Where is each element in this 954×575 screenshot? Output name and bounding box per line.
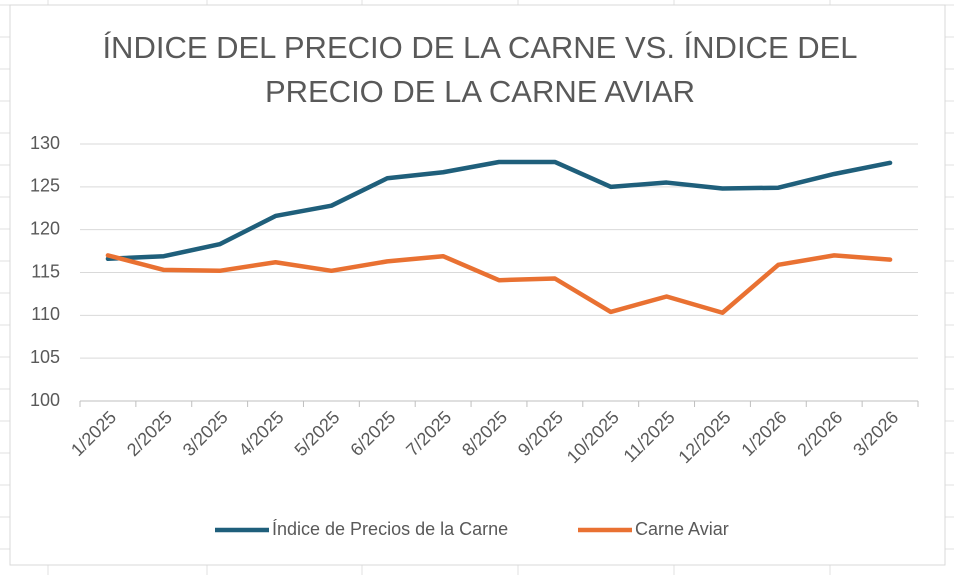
legend-label: Carne Aviar	[635, 519, 729, 539]
y-tick-label: 115	[31, 261, 60, 281]
y-tick-label: 110	[31, 304, 60, 324]
series-line	[105, 159, 893, 262]
chart-title: ÍNDICE DEL PRECIO DE LA CARNE VS. ÍNDICE…	[102, 30, 858, 109]
y-tick-label: 105	[30, 347, 60, 367]
legend-label: Índice de Precios de la Carne	[272, 519, 508, 539]
chart-area	[9, 4, 946, 566]
y-tick-label: 130	[30, 133, 60, 153]
series-line	[105, 253, 893, 316]
y-tick-label: 100	[30, 390, 60, 410]
y-tick-label: 125	[30, 176, 60, 196]
y-tick-label: 120	[30, 218, 60, 238]
